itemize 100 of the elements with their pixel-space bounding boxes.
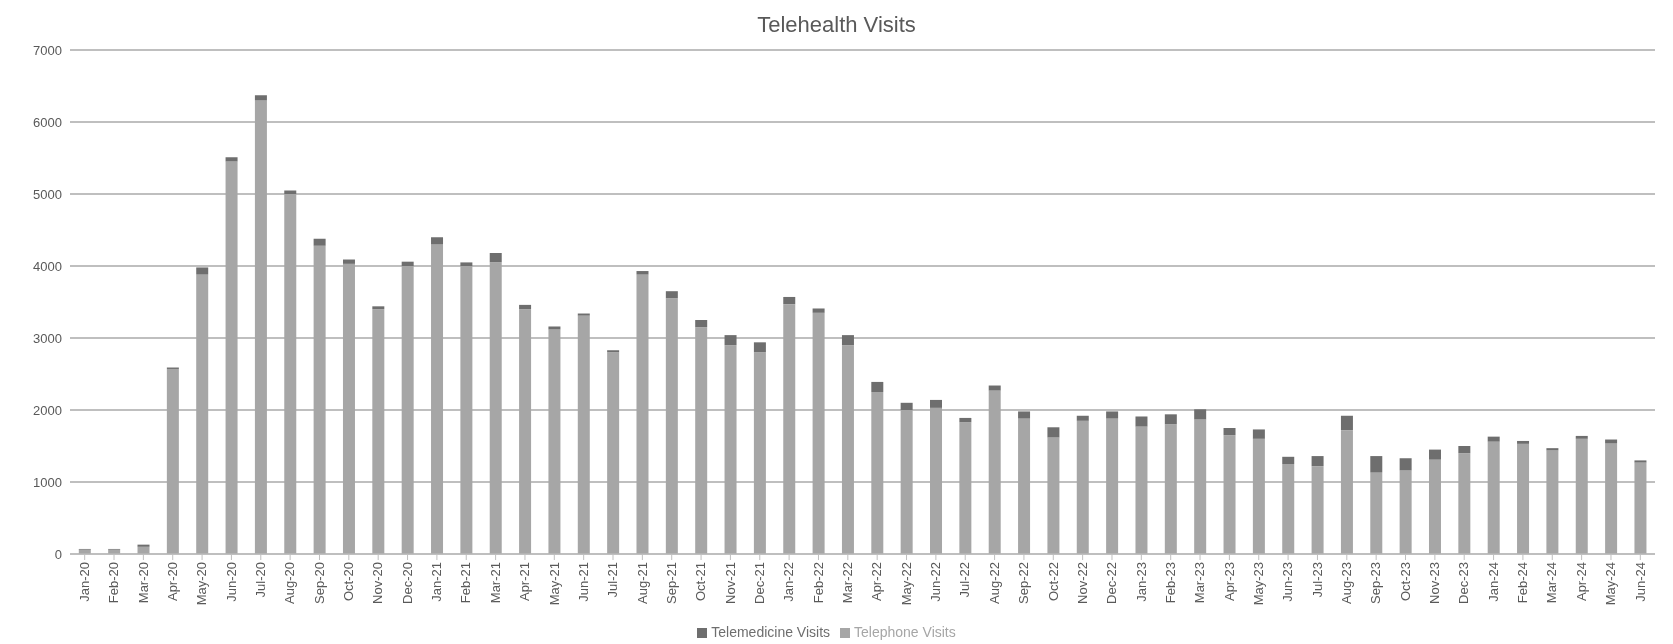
bar	[1575, 438, 1588, 554]
bar	[1517, 443, 1530, 554]
bar	[225, 157, 238, 162]
x-tick-label: Jun-24	[1632, 562, 1648, 602]
bar	[1252, 438, 1265, 554]
bar	[871, 381, 884, 392]
bar	[1252, 429, 1265, 439]
legend-label: Telephone Visits	[854, 624, 956, 640]
bar	[1164, 424, 1177, 554]
y-tick-label: 2000	[33, 402, 62, 418]
x-tick-label: Sep-21	[663, 562, 679, 604]
bar	[372, 306, 385, 310]
bar	[1340, 430, 1353, 554]
bar	[401, 261, 414, 266]
bar	[313, 245, 326, 554]
bar	[1223, 428, 1236, 436]
x-tick-label: Aug-20	[282, 562, 298, 604]
bar	[225, 161, 238, 554]
bar	[1047, 427, 1060, 438]
bar	[254, 95, 267, 101]
legend-label: Telemedicine Visits	[711, 624, 831, 640]
bar	[783, 304, 796, 554]
bar	[1575, 435, 1588, 439]
x-tick-label: Jun-20	[223, 562, 239, 602]
bar	[1634, 462, 1647, 554]
x-tick-label: Feb-21	[458, 562, 474, 604]
x-tick-label: May-20	[194, 562, 210, 606]
bar	[1106, 411, 1119, 419]
bar	[519, 309, 532, 554]
bar	[196, 267, 209, 275]
x-tick-label: Jul-22	[957, 562, 973, 598]
bar	[753, 342, 766, 353]
bar	[1399, 458, 1412, 471]
bar	[695, 327, 708, 554]
x-tick-label: May-24	[1603, 562, 1619, 606]
x-tick-label: Feb-23	[1162, 562, 1178, 604]
bar	[959, 417, 972, 423]
bar	[1223, 435, 1236, 554]
bar	[1458, 446, 1471, 454]
x-tick-label: Dec-20	[399, 562, 415, 604]
x-tick-label: May-22	[898, 562, 914, 606]
y-tick-label: 4000	[33, 258, 62, 274]
x-tick-label: Sep-22	[1016, 562, 1032, 604]
bar	[1370, 472, 1383, 554]
x-tick-label: Dec-23	[1456, 562, 1472, 604]
x-tick-label: Jan-24	[1485, 562, 1501, 602]
x-tick-label: Nov-21	[722, 562, 738, 604]
bar	[489, 253, 502, 263]
x-tick-label: Jan-21	[429, 562, 445, 602]
bar	[636, 271, 649, 275]
y-tick-label: 0	[54, 546, 62, 562]
x-tick-label: Feb-22	[810, 562, 826, 604]
bar	[783, 296, 796, 305]
bar	[1282, 456, 1295, 464]
x-tick-label: Oct-20	[341, 562, 357, 602]
bar	[812, 308, 825, 313]
bar	[665, 291, 678, 299]
x-tick-label: Feb-24	[1515, 562, 1531, 604]
bar	[1517, 440, 1530, 444]
bar	[1076, 415, 1089, 421]
bar	[489, 262, 502, 554]
x-tick-label: Jul-20	[253, 562, 269, 598]
bar	[724, 345, 737, 554]
x-tick-label: Dec-21	[752, 562, 767, 604]
bar	[1076, 420, 1089, 554]
bar	[988, 385, 1001, 391]
bar	[1370, 456, 1383, 473]
x-tick-label: Jul-23	[1309, 562, 1325, 598]
bar	[431, 244, 444, 554]
bar	[1194, 409, 1207, 420]
bar	[577, 315, 590, 554]
bar	[1164, 414, 1177, 425]
bar	[254, 100, 267, 554]
bar	[930, 399, 943, 408]
y-tick-label: 3000	[33, 330, 62, 346]
bar	[988, 390, 1001, 554]
bar	[607, 352, 620, 554]
bar	[753, 352, 766, 554]
bar	[1018, 418, 1031, 554]
x-tick-label: Sep-23	[1368, 562, 1384, 604]
bar	[812, 312, 825, 554]
x-tick-label: Apr-21	[517, 562, 533, 602]
bar	[1634, 460, 1647, 463]
bar	[1018, 411, 1031, 419]
bar	[1487, 441, 1500, 554]
bar	[607, 350, 620, 353]
bar	[431, 237, 444, 245]
bar	[548, 326, 561, 330]
bar	[900, 402, 913, 410]
bar	[1487, 436, 1500, 442]
bar	[1605, 443, 1618, 554]
bar	[841, 335, 854, 346]
x-tick-label: May-21	[546, 562, 562, 606]
bar	[166, 368, 179, 554]
bar	[548, 329, 561, 554]
bar	[1428, 459, 1441, 554]
bar	[1340, 415, 1353, 431]
x-tick-label: Apr-23	[1221, 562, 1237, 602]
x-tick-label: Dec-22	[1104, 562, 1120, 604]
bar	[1135, 426, 1148, 554]
